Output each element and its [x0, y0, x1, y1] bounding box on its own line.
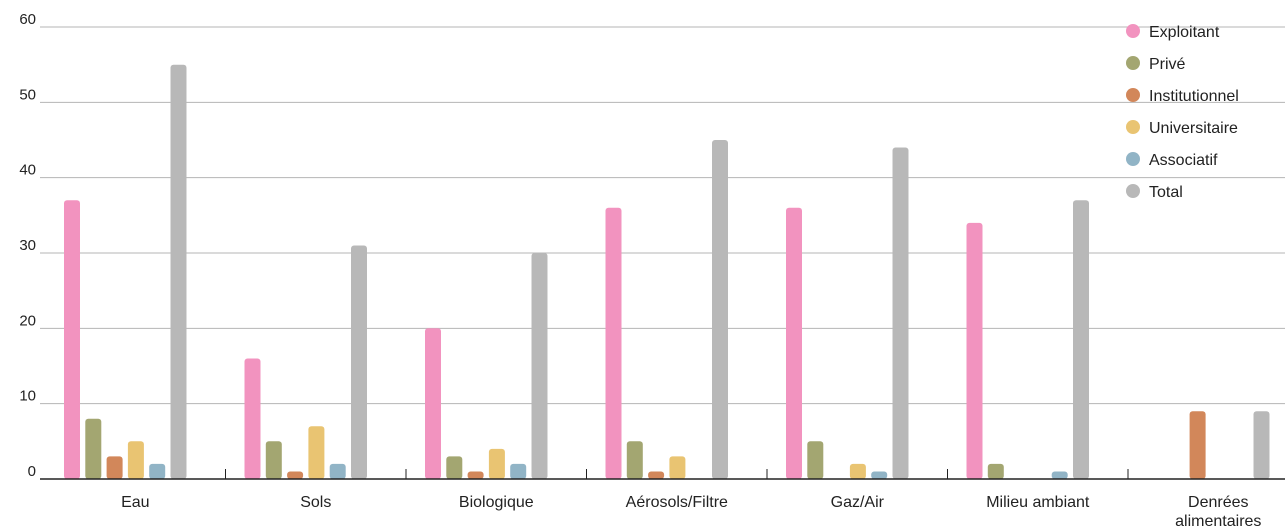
bar-institutionnel-aerosols-filtre — [648, 471, 665, 479]
legend: Exploitant Privé Institutionnel Universitai… — [1126, 24, 1239, 201]
legend-label-institutionnel: Institutionnel — [1149, 88, 1239, 105]
legend-swatch-exploitant — [1126, 24, 1140, 38]
bar-prive-eau — [85, 418, 102, 479]
legend-label-total: Total — [1149, 184, 1183, 201]
bar-institutionnel-sols — [287, 471, 304, 479]
legend-swatch-institutionnel — [1126, 88, 1140, 102]
bar-universitaire-sols — [308, 426, 325, 479]
x-category-label-biologique: Biologique — [459, 494, 534, 511]
x-category-label-sols: Sols — [300, 494, 331, 511]
legend-swatch-universitaire — [1126, 120, 1140, 134]
bar-total-sols — [351, 245, 367, 479]
legend-swatch-total — [1126, 184, 1140, 198]
legend-label-universitaire: Universitaire — [1149, 120, 1238, 137]
y-tick-label-50: 50 — [19, 86, 36, 103]
bar-associatif-biologique — [510, 463, 527, 479]
x-category-label-denrees-alimentaires-line-2: alimentaires — [1175, 513, 1261, 529]
y-tick-label-60: 60 — [19, 11, 36, 28]
x-category-label-milieu-ambiant: Milieu ambiant — [986, 494, 1090, 511]
bar-institutionnel-biologique — [467, 471, 484, 479]
bar-institutionnel-denrees-alimentaires — [1189, 411, 1206, 479]
legend-item-institutionnel: Institutionnel — [1126, 88, 1239, 105]
bar-associatif-eau — [149, 463, 166, 479]
bar-prive-aerosols-filtre — [626, 441, 643, 479]
grid-lines — [40, 26, 1285, 405]
y-tick-label-10: 10 — [19, 388, 36, 405]
x-axis-category-labels: Eau Sols Biologique Aérosols/Filtre Gaz/Air M… — [121, 494, 1261, 529]
x-category-label-aerosols-filtre: Aérosols/Filtre — [626, 494, 728, 511]
bar-prive-milieu-ambiant — [987, 463, 1004, 479]
bar-total-aerosols-filtre — [712, 140, 728, 479]
bar-total-gaz-air — [892, 147, 909, 479]
bar-exploitant-aerosols-filtre — [605, 207, 622, 480]
bar-exploitant-biologique — [425, 328, 441, 479]
bars — [64, 64, 1270, 480]
bar-exploitant-gaz-air — [786, 207, 802, 480]
legend-label-associatif: Associatif — [1149, 152, 1218, 169]
bar-exploitant-eau — [64, 200, 80, 480]
bar-universitaire-aerosols-filtre — [669, 456, 686, 479]
bar-universitaire-gaz-air — [849, 463, 866, 479]
x-category-label-denrees-alimentaires-line-1: Denrées — [1188, 494, 1248, 511]
bar-universitaire-biologique — [488, 448, 505, 479]
x-category-label-eau: Eau — [121, 494, 149, 511]
bar-associatif-milieu-ambiant — [1051, 471, 1068, 479]
bar-prive-biologique — [446, 456, 463, 479]
y-tick-label-40: 40 — [19, 162, 36, 179]
bar-total-biologique — [531, 253, 548, 479]
legend-item-exploitant: Exploitant — [1126, 24, 1220, 41]
bar-total-denrees-alimentaires — [1253, 411, 1270, 479]
bar-prive-sols — [265, 441, 282, 479]
bar-exploitant-milieu-ambiant — [966, 222, 983, 479]
bar-associatif-sols — [329, 463, 346, 479]
bar-exploitant-sols — [244, 358, 261, 479]
legend-item-universitaire: Universitaire — [1126, 120, 1238, 137]
bar-associatif-gaz-air — [871, 471, 888, 479]
y-tick-label-20: 20 — [19, 312, 36, 329]
legend-item-prive: Privé — [1126, 56, 1186, 73]
legend-swatch-associatif — [1126, 152, 1140, 166]
legend-item-associatif: Associatif — [1126, 152, 1218, 169]
x-category-label-gaz-air: Gaz/Air — [831, 494, 885, 511]
legend-item-total: Total — [1126, 184, 1183, 201]
y-tick-label-0: 0 — [28, 463, 36, 480]
bar-institutionnel-eau — [106, 456, 123, 479]
bar-universitaire-eau — [127, 441, 144, 479]
x-axis — [40, 469, 1285, 480]
bar-prive-gaz-air — [807, 441, 824, 479]
bar-total-eau — [170, 64, 187, 479]
bar-total-milieu-ambiant — [1073, 200, 1089, 480]
legend-label-prive: Privé — [1149, 56, 1186, 73]
legend-swatch-prive — [1126, 56, 1140, 70]
y-tick-label-30: 30 — [19, 237, 36, 254]
y-axis-tick-labels: 0 10 20 30 40 50 60 — [19, 11, 36, 480]
legend-label-exploitant: Exploitant — [1149, 24, 1220, 41]
